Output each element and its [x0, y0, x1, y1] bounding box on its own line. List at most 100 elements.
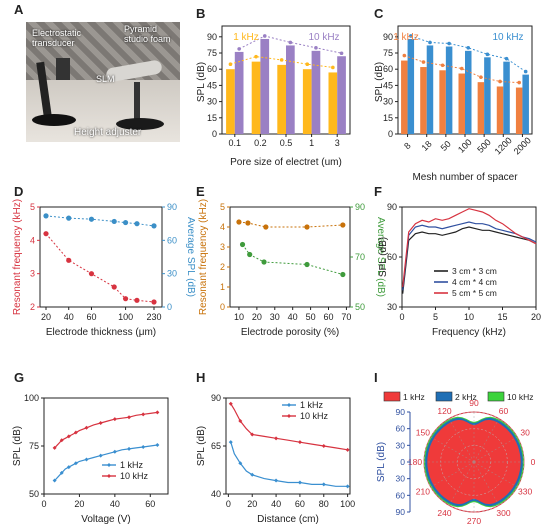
panel-c-trend-point-1khz: [517, 80, 521, 85]
panel-c-legend-10khz: 10 kHz: [492, 32, 523, 43]
panel-e-y-right-tick-label: 90: [355, 202, 365, 212]
panel-c-trend-point-10khz: [428, 40, 432, 45]
panel-b-bar-1khz: [328, 72, 338, 134]
panel-b-y-tick-label: 75: [207, 48, 217, 58]
panel-g-marker-10khz: [59, 438, 64, 443]
panel-h-x-tick-label: 20: [247, 499, 257, 509]
panel-b-x-tick-label: 3: [335, 138, 340, 148]
panel-h-marker-1khz: [345, 484, 350, 489]
panel-b-bar-1khz: [226, 69, 235, 134]
panel-g-marker-10khz: [112, 417, 117, 422]
foam-label: Pyramid studio foam: [124, 24, 171, 44]
panel-e-y-right-tick-label: 50: [355, 302, 365, 312]
panel-b-trend-point-1khz: [331, 65, 335, 70]
panel-f-series-3cm: [402, 226, 537, 294]
panel-c-trend-point-10khz: [409, 34, 413, 38]
panel-e-x-tick-label: 50: [306, 312, 316, 322]
panel-f-y-tick-label: 90: [387, 202, 397, 212]
panel-letter-e: E: [196, 184, 205, 199]
panel-g-legend-marker: [107, 463, 111, 467]
panel-f-legend-label: 4 cm * 4 cm: [452, 277, 497, 287]
panel-g-marker-10khz: [155, 410, 160, 415]
panel-c-x-tick-label: 8: [402, 141, 413, 152]
panel-i-spoke: [473, 461, 518, 488]
panel-d-x-tick-label: 230: [146, 312, 161, 322]
panel-b-legend-10khz: 10 kHz: [308, 32, 339, 43]
panel-c-x-tick-label: 500: [475, 137, 493, 155]
panel-c-bar-1khz: [458, 73, 465, 134]
panel-b-legend-1khz: 1 kHz: [233, 32, 259, 43]
panel-d-point-frequency: [122, 296, 129, 302]
panel-c-trend-point-1khz: [479, 75, 483, 79]
panel-b-x-tick-label: 0.5: [280, 138, 293, 148]
panel-d-point-spl: [88, 216, 95, 222]
panel-b-y-tick-label: 90: [207, 32, 217, 42]
panel-e-x-tick-label: 60: [323, 312, 333, 322]
panel-b-x-axis-label: Pore size of electret (um): [230, 157, 342, 168]
panel-d-y-left-tick-label: 3: [30, 269, 35, 279]
adjuster-base-image: [116, 118, 164, 130]
panel-c-trend-point-1khz: [498, 79, 502, 84]
panel-d-y-right-tick-label: 60: [167, 235, 177, 245]
panel-i-r-tick-label: 90: [396, 507, 406, 517]
panel-c-legend-1khz: 1 kHz: [393, 32, 419, 43]
panel-h-marker-1khz: [238, 461, 243, 466]
panel-e-point-frequency: [236, 219, 242, 225]
panel-g-y-tick-label: 50: [29, 489, 39, 499]
panel-b-y-tick-label: 60: [207, 64, 217, 74]
panel-c-trend-point-10khz: [523, 69, 528, 74]
panel-i-angle-label: 330: [518, 487, 532, 497]
panel-i-spoke: [473, 418, 500, 463]
panel-c-bar-10khz: [426, 45, 434, 134]
panel-d-y-right-tick-label: 0: [167, 302, 172, 312]
panel-g-marker-10khz: [73, 430, 78, 435]
panel-e-y-left-tick-label: 1: [220, 282, 225, 292]
panel-f-legend-label: 5 cm * 5 cm: [452, 288, 497, 298]
panel-c-bar-1khz: [515, 87, 523, 134]
panel-d-y-right-tick-label: 90: [167, 202, 177, 212]
panel-i-angle-label: 240: [437, 508, 451, 518]
panel-i-legend-swatch: [487, 391, 505, 402]
panel-g-marker-1khz: [66, 465, 71, 470]
panel-i-angle-label: 30: [520, 428, 530, 438]
panel-e-x-tick-label: 30: [270, 312, 280, 322]
panel-i-angle-label: 0: [531, 457, 536, 467]
panel-g-x-tick-label: 40: [110, 499, 120, 509]
panel-f-y-tick-label: 60: [387, 252, 397, 262]
panel-e-point-spl: [340, 271, 346, 278]
panel-f-y-axis-label: SPL (dB): [378, 237, 389, 277]
panel-h-legend-label-10khz: 10 kHz: [300, 411, 329, 421]
panel-b-y-axis-label: SPL (dB): [196, 62, 207, 102]
panel-c-y-tick-label: 60: [383, 64, 393, 74]
panel-f-x-tick-label: 20: [531, 312, 541, 322]
panel-i-legend-swatch: [435, 391, 453, 402]
panel-b-x-tick-label: 0.1: [229, 138, 242, 148]
panel-f-x-tick-label: 15: [497, 312, 507, 322]
panel-d-y-left-tick-label: 5: [30, 202, 35, 212]
panel-g-marker-10khz: [127, 415, 132, 420]
panel-e-x-axis-label: Electrode porosity (%): [241, 327, 339, 338]
panel-d-point-spl: [122, 219, 129, 226]
panel-c-bar-10khz: [407, 38, 415, 134]
panel-h-series-1khz: [230, 442, 348, 487]
panel-b-bar-10khz: [311, 50, 321, 135]
height-adjuster-image: [134, 82, 140, 124]
panel-c-trend-point-1khz: [459, 66, 464, 71]
panel-f-legend-label: 3 cm * 3 cm: [452, 266, 497, 276]
panel-h-y-tick-label: 40: [211, 489, 221, 499]
panel-c-bar-1khz: [439, 70, 446, 134]
panel-g-marker-1khz: [155, 443, 160, 448]
transducer-base-image: [32, 114, 76, 126]
panel-g-x-tick-label: 60: [145, 499, 155, 509]
panel-f-x-tick-label: 5: [433, 312, 438, 322]
panel-f-x-tick-label: 0: [399, 312, 404, 322]
panel-c-bar-1khz: [420, 67, 427, 134]
panel-e-series-frequency: [238, 221, 343, 228]
panel-b-trend-point-10khz: [288, 40, 293, 45]
panel-b-trend-point-1khz: [254, 54, 258, 59]
panel-i-angle-label: 300: [496, 508, 510, 518]
panel-d-point-frequency: [66, 257, 72, 263]
panel-h-plot-frame: [225, 397, 351, 495]
adjuster-label: Height adjuster: [74, 127, 142, 138]
